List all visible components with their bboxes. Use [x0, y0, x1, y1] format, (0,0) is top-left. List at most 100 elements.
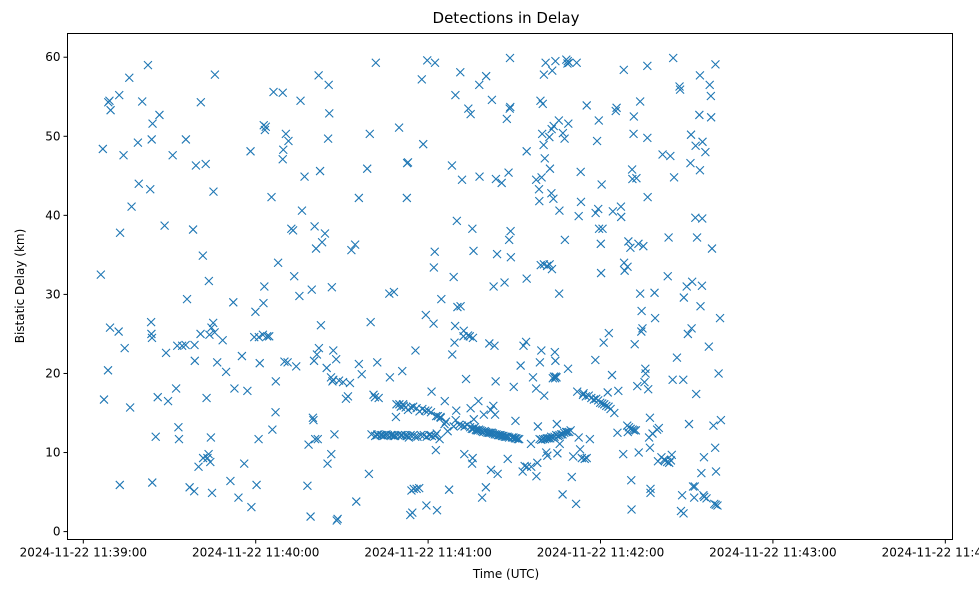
- data-point: [374, 393, 384, 403]
- data-point: [189, 486, 199, 496]
- data-point: [554, 116, 564, 125]
- data-point: [114, 90, 124, 100]
- data-point: [466, 109, 476, 119]
- data-point: [174, 434, 184, 444]
- data-point: [519, 341, 528, 351]
- data-point: [255, 358, 265, 368]
- data-point: [106, 105, 115, 115]
- data-point: [637, 306, 646, 316]
- data-point: [103, 365, 113, 375]
- data-point: [212, 358, 222, 367]
- data-point: [204, 276, 214, 286]
- data-point: [397, 366, 407, 376]
- data-point: [288, 225, 298, 235]
- data-point: [393, 430, 403, 440]
- data-point: [607, 370, 617, 380]
- data-point: [119, 150, 128, 160]
- data-point: [535, 358, 545, 367]
- data-point: [228, 297, 238, 307]
- data-point: [715, 313, 725, 323]
- data-point: [684, 419, 694, 429]
- data-point: [487, 95, 497, 105]
- x-tick-label: 2024-11-22 11:39:00: [20, 546, 147, 560]
- data-point: [421, 310, 431, 320]
- data-point: [262, 331, 272, 341]
- data-point: [555, 430, 564, 440]
- data-point: [705, 80, 715, 90]
- data-point: [679, 293, 689, 302]
- data-point: [658, 150, 667, 159]
- data-point: [706, 91, 716, 101]
- data-point: [558, 490, 567, 499]
- data-point: [306, 512, 315, 521]
- data-point: [449, 272, 459, 282]
- data-point: [669, 173, 679, 182]
- data-point: [629, 112, 639, 121]
- data-point: [552, 419, 562, 429]
- data-point: [643, 384, 653, 394]
- data-point: [542, 451, 552, 461]
- data-point: [426, 407, 436, 417]
- data-point: [675, 85, 685, 95]
- data-point: [697, 214, 707, 223]
- data-point: [488, 401, 498, 411]
- data-point: [372, 358, 382, 367]
- data-point: [351, 497, 361, 506]
- data-point: [575, 444, 585, 454]
- data-point: [431, 445, 441, 455]
- data-point: [592, 136, 602, 146]
- data-point: [537, 173, 546, 182]
- data-point: [124, 73, 134, 83]
- data-point: [528, 373, 538, 382]
- data-point: [688, 482, 698, 491]
- data-point: [196, 329, 205, 339]
- data-point: [505, 53, 515, 63]
- data-point: [155, 110, 164, 120]
- data-point: [545, 259, 555, 269]
- data-point: [411, 346, 420, 355]
- data-point: [278, 154, 288, 164]
- data-point: [697, 281, 707, 291]
- data-point: [626, 475, 636, 485]
- data-point: [207, 488, 217, 498]
- data-point: [554, 289, 564, 299]
- data-point: [691, 389, 701, 399]
- data-point: [407, 508, 417, 518]
- data-point: [630, 339, 640, 349]
- data-point: [504, 235, 514, 245]
- data-point: [645, 443, 655, 453]
- data-point: [585, 434, 595, 444]
- data-point: [324, 80, 334, 90]
- data-point: [716, 415, 726, 425]
- data-point: [468, 453, 478, 463]
- data-point: [692, 233, 702, 242]
- data-point: [105, 96, 114, 106]
- data-point: [634, 448, 644, 457]
- data-point: [403, 157, 413, 167]
- data-point: [273, 258, 283, 268]
- data-point: [594, 224, 604, 234]
- data-point: [696, 468, 706, 478]
- data-point: [309, 415, 318, 425]
- data-point: [303, 481, 312, 491]
- data-point: [481, 71, 491, 81]
- data-point: [505, 104, 515, 113]
- data-point: [576, 197, 586, 207]
- data-point: [668, 375, 678, 385]
- data-point: [389, 287, 399, 297]
- data-point: [412, 484, 422, 494]
- data-point: [598, 224, 607, 234]
- x-tick-label: 2024-11-22 11:43:00: [709, 546, 836, 560]
- data-point: [502, 114, 512, 124]
- data-point: [541, 58, 551, 68]
- data-point: [560, 134, 569, 144]
- data-point: [371, 58, 381, 68]
- data-point: [99, 395, 109, 404]
- data-point: [491, 376, 501, 386]
- data-point: [571, 499, 581, 509]
- data-point: [314, 71, 324, 80]
- data-point: [709, 421, 718, 431]
- data-point: [147, 135, 157, 144]
- data-point: [683, 329, 693, 339]
